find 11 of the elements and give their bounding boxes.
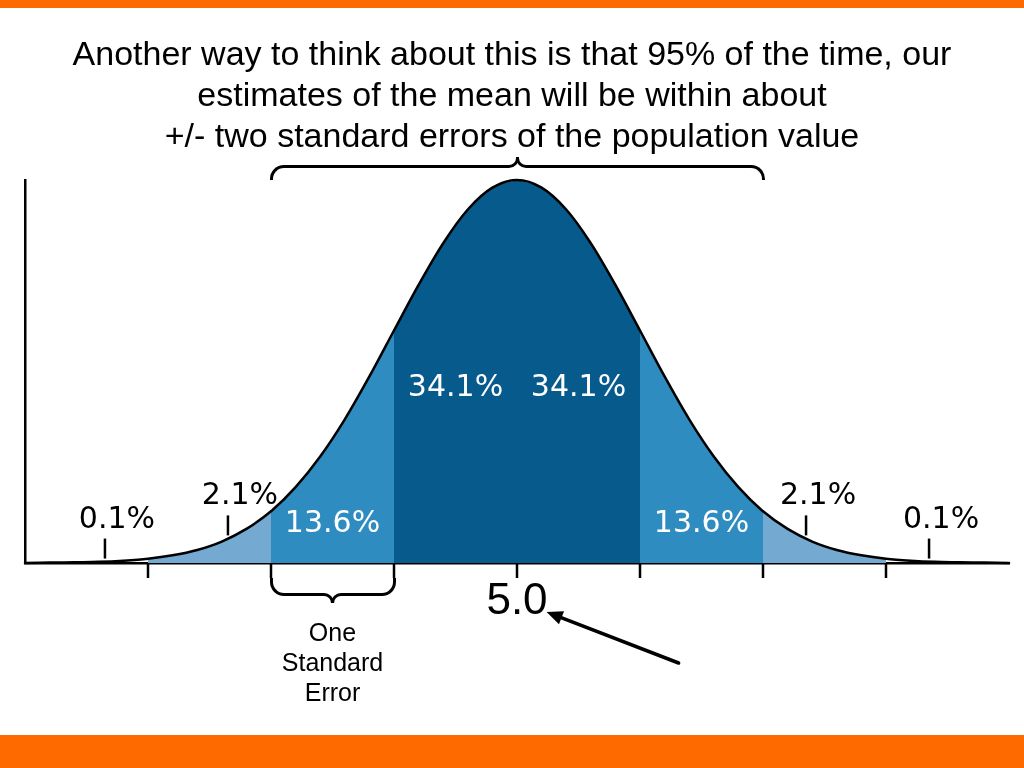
annotation: 0.1% — [902, 499, 980, 535]
annotation: 13.6% — [653, 504, 750, 540]
annotation: 34.1% — [530, 368, 627, 404]
annotation: 0.1% — [78, 499, 156, 535]
annotation: 2.1% — [779, 476, 857, 512]
annotation: 2.1% — [201, 476, 279, 512]
text: 5.0 — [486, 574, 548, 623]
annotation: 13.6% — [284, 504, 381, 540]
chart-title: Another way to think about this is that 95% of the time, our estimates of the mean will be within about +/- two standard errors of the population value — [71, 33, 953, 156]
annotation: 34.1% — [407, 368, 504, 404]
text: One Standard Error — [280, 617, 385, 707]
